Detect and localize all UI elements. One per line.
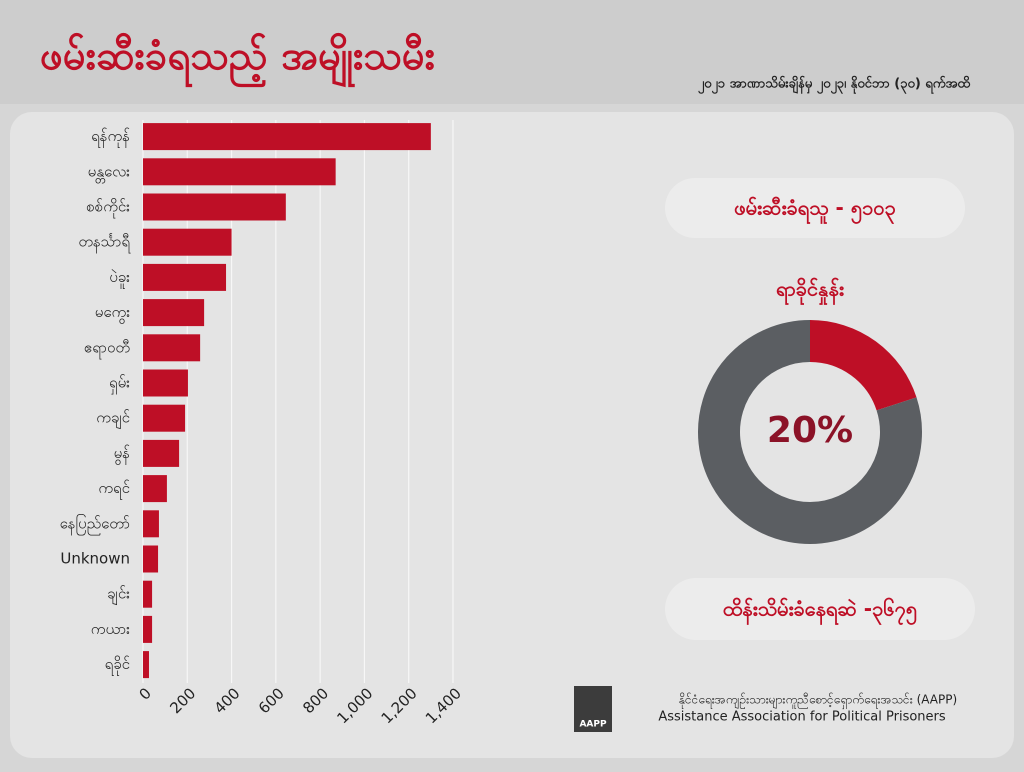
bar [143,580,153,608]
bar [143,263,227,291]
logo-text: AAPP [579,720,607,730]
y-tick-label: Unknown [60,550,130,568]
bar [143,369,188,397]
donut-segment [809,320,917,412]
subtitle: ၂၀၂၁ အာဏာသိမ်းချိန်မှ ၂၀၂၃၊ နိုဝင်ဘာ (၃၀… [698,75,971,95]
bar [143,334,201,362]
bar [143,439,180,467]
y-tick-label: ပဲခူး [109,268,130,289]
bar [143,228,232,256]
y-tick-label: ဧရာဝတီ [84,338,130,359]
y-tick-label: နေပြည်တော် [60,513,130,535]
y-tick-label: ရန်ကုန် [91,127,130,148]
y-tick-label: စစ်ကိုင်း [86,198,130,219]
y-tick-label: ရခိုင် [105,655,130,676]
logo-box [574,686,612,732]
y-tick-label: ရှမ်း [109,374,130,395]
stat-pill [665,178,965,238]
bar [143,545,159,573]
org-name-mm: နိုင်ငံရေးအကျဉ်းသားများကူညီစောင့်ရှောက်ရ… [679,692,957,710]
y-tick-label: မွန် [114,444,130,465]
bar [143,510,159,538]
y-tick-label: ကရင် [98,479,130,500]
stat-pill [665,578,975,640]
bar [143,123,431,151]
bar [143,404,186,432]
bar [143,299,205,327]
y-tick-label: တနင်္သာရီ [78,233,131,254]
bar [143,158,336,186]
bar [143,193,286,221]
donut-segment [698,320,922,544]
header-band [0,0,1024,104]
title: ဖမ်းဆီးခံရသည့် အမျိုးသမီး [40,33,435,88]
bar [143,615,153,643]
bar [143,651,149,679]
y-tick-label: ကယား [91,620,130,638]
y-tick-label: ချင်း [107,585,130,606]
y-tick-label: ကချင် [96,409,130,430]
bar [143,475,167,503]
y-tick-label: မန္တလေး [88,162,131,183]
org-name-en: Assistance Association for Political Pri… [658,710,946,725]
donut-center-label: 20% [767,410,853,451]
y-tick-label: မကွေး [95,303,130,324]
